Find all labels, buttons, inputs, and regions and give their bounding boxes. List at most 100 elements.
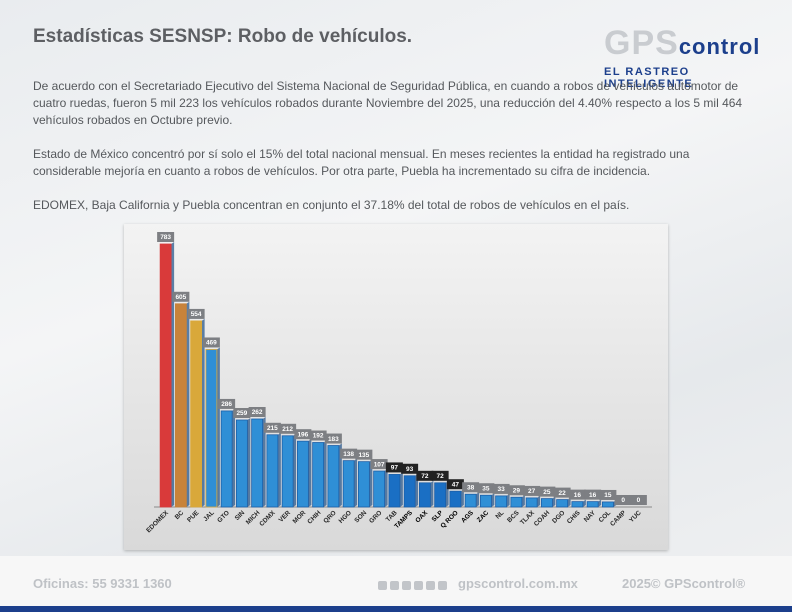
bar-side	[460, 489, 464, 507]
bar-side	[308, 439, 312, 507]
bar	[312, 442, 325, 508]
bar-side	[399, 472, 403, 507]
bar-side	[232, 408, 236, 507]
value-label-box	[553, 487, 571, 498]
bar	[190, 320, 203, 508]
value-label-box	[187, 308, 205, 319]
value-label: 93	[406, 466, 414, 473]
bar	[373, 470, 386, 508]
value-label-box	[538, 486, 556, 497]
x-tick-label: NAY	[583, 509, 598, 524]
value-label: 0	[637, 497, 641, 504]
bar	[540, 498, 553, 508]
value-label: 183	[328, 436, 339, 443]
value-label: 192	[313, 433, 324, 440]
value-label: 783	[160, 234, 171, 241]
bar	[403, 475, 416, 508]
value-label-box	[233, 408, 251, 419]
bar-side	[277, 432, 281, 507]
x-tick-label: VER	[278, 509, 293, 524]
chart: 783EDOMEX605BC554PUE469JAL286GTO259SIN26…	[145, 232, 652, 534]
bar	[601, 501, 614, 508]
value-label: 107	[374, 461, 385, 468]
value-label: 16	[574, 492, 582, 499]
value-label: 138	[343, 451, 354, 458]
value-label: 35	[482, 485, 490, 492]
value-label: 196	[297, 431, 308, 438]
bar	[266, 434, 279, 508]
bar	[525, 497, 538, 508]
x-tick-label: CDMX	[258, 509, 277, 528]
value-label: 554	[191, 311, 202, 318]
value-label-box	[584, 489, 602, 500]
value-label: 135	[358, 452, 369, 459]
bar	[495, 495, 508, 508]
value-label-box	[416, 470, 434, 481]
bar-side	[247, 418, 251, 507]
bar	[510, 496, 523, 508]
bar-side	[186, 301, 190, 507]
bar	[418, 482, 431, 508]
value-label-box	[355, 449, 373, 460]
value-label: 0	[621, 497, 625, 504]
x-tick-label: SON	[353, 509, 368, 524]
x-tick-label: AGS	[460, 509, 475, 524]
bar	[235, 419, 248, 508]
bar-side	[262, 416, 266, 507]
bar	[586, 501, 599, 508]
value-label-box	[248, 406, 266, 417]
bar-side	[201, 318, 205, 507]
paragraph: EDOMEX, Baja California y Puebla concent…	[33, 198, 630, 212]
x-tick-label: PUE	[186, 509, 201, 524]
value-label: 25	[543, 489, 551, 496]
phone: Oficinas: 55 9331 1360	[33, 576, 172, 591]
value-label: 27	[528, 488, 536, 495]
bar-side	[552, 496, 556, 507]
value-label-box	[370, 459, 388, 470]
x-tick-label: ZAC	[476, 509, 491, 524]
x-tick-label: BC	[174, 509, 186, 521]
bar-side	[582, 499, 586, 507]
x-tick-label: QRO	[322, 509, 337, 524]
bar	[205, 349, 218, 508]
value-label: 72	[437, 473, 445, 480]
bar-side	[430, 480, 434, 507]
bar	[464, 493, 477, 508]
bar-side	[537, 495, 541, 507]
bar-side	[323, 440, 327, 507]
value-label: 72	[421, 473, 429, 480]
value-label: 259	[236, 410, 247, 417]
logo-tagline: EL RASTREO INTELIGENTE	[604, 66, 694, 90]
bar-side	[521, 495, 525, 507]
value-label: 15	[604, 492, 612, 499]
value-label: 262	[252, 409, 263, 416]
bar	[327, 445, 340, 508]
chart-panel: 783 EDOMEX 605 BC 554 PUE 469 JAL 286 GTO 259 SIN 26…	[124, 224, 668, 550]
value-label-box	[385, 462, 403, 473]
bar-side	[216, 347, 220, 507]
value-label-box	[263, 422, 281, 433]
social-icons	[378, 577, 450, 595]
x-tick-label: DGO	[551, 509, 566, 524]
bar	[449, 490, 462, 508]
x-tick-label: MOR	[292, 509, 308, 525]
value-label: 469	[206, 340, 217, 347]
value-label-box	[446, 479, 464, 490]
bar	[159, 243, 172, 508]
value-label-box	[218, 398, 236, 409]
value-label-box	[629, 495, 647, 505]
value-label-box	[172, 291, 190, 302]
paragraph: De acuerdo con el Secretariado Ejecutivo…	[33, 79, 743, 127]
bar	[342, 460, 355, 508]
bar	[281, 435, 294, 508]
x-tick-label: CHIH	[306, 509, 322, 525]
value-label-box	[324, 433, 342, 444]
bar-side	[354, 458, 358, 507]
bar-side	[293, 433, 297, 507]
value-label-box	[401, 463, 419, 474]
website[interactable]: gpscontrol.com.mx	[458, 576, 578, 591]
value-label: 22	[559, 490, 567, 497]
bar-side	[415, 473, 419, 507]
bar-side	[567, 497, 571, 507]
